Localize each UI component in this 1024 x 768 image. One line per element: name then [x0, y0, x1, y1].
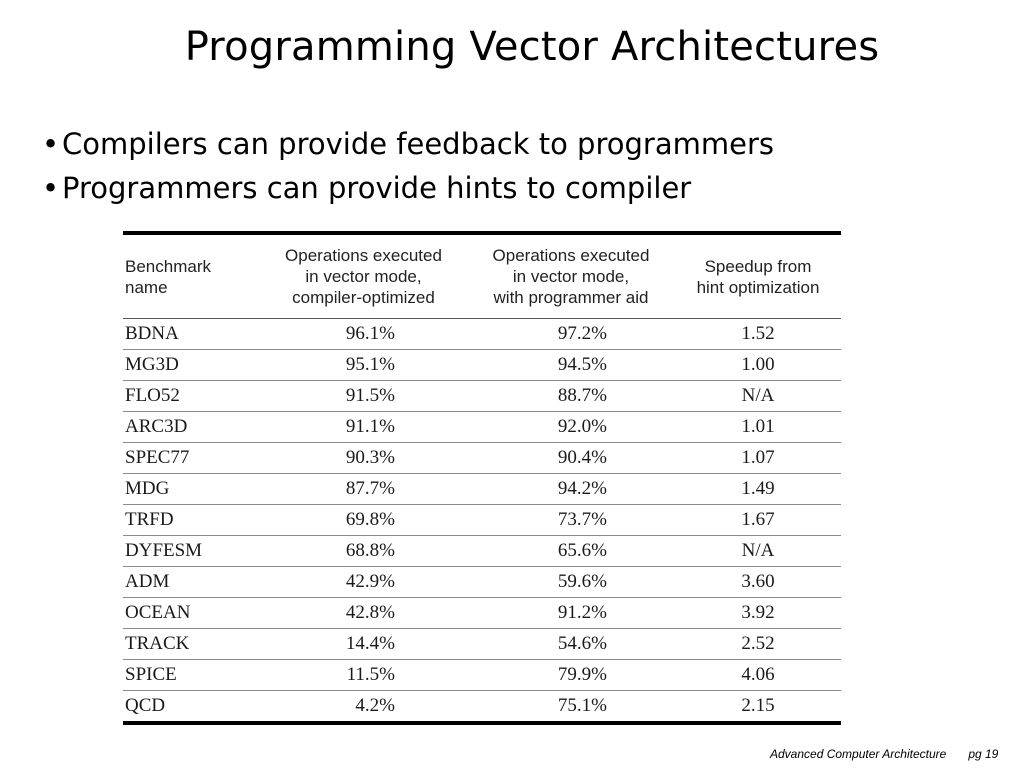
header-line: in vector mode, [512, 267, 630, 286]
header-line: in vector mode, [305, 267, 422, 286]
cell-benchmark-name: FLO52 [125, 385, 180, 406]
cell-benchmark-name: QCD [125, 695, 166, 716]
cell-compiler-optimized: 95.1% [345, 354, 395, 375]
bullet-dot-icon: • [42, 171, 60, 205]
table-row: BDNA 96.1% 97.2% 1.52 [123, 319, 841, 350]
bullet-list: •Compilers can provide feedback to progr… [42, 122, 774, 210]
cell-compiler-optimized: 42.9% [345, 571, 395, 592]
benchmark-table-container: Benchmark name Operations executed in ve… [123, 231, 841, 725]
benchmark-table: Benchmark name Operations executed in ve… [123, 231, 841, 725]
table-row: FLO52 91.5% 88.7% N/A [123, 381, 841, 412]
cell-compiler-optimized: 91.1% [345, 416, 395, 437]
cell-speedup: 1.67 [741, 509, 775, 530]
table-row: SPICE 11.5% 79.9% 4.06 [123, 660, 841, 691]
slide-footer: Advanced Computer Architecture pg 19 [770, 747, 998, 761]
cell-benchmark-name: ARC3D [125, 416, 188, 437]
cell-speedup: N/A [741, 540, 775, 561]
cell-benchmark-name: SPICE [125, 664, 177, 685]
cell-programmer-aid: 73.7% [557, 509, 607, 530]
header-line: Operations executed [285, 246, 442, 265]
cell-speedup: 1.00 [741, 354, 775, 375]
header-benchmark-name: Benchmark name [123, 233, 260, 319]
cell-speedup: 2.52 [741, 633, 775, 654]
cell-compiler-optimized: 87.7% [345, 478, 395, 499]
table-row: SPEC77 90.3% 90.4% 1.07 [123, 443, 841, 474]
cell-speedup: 3.60 [741, 571, 775, 592]
cell-compiler-optimized: 14.4% [345, 633, 395, 654]
table-row: TRACK 14.4% 54.6% 2.52 [123, 629, 841, 660]
header-row: Benchmark name Operations executed in ve… [123, 233, 841, 319]
cell-compiler-optimized: 91.5% [345, 385, 395, 406]
cell-speedup: 1.52 [741, 323, 775, 344]
header-speedup: Speedup from hint optimization [675, 233, 841, 319]
bullet-text: Compilers can provide feedback to progra… [62, 127, 774, 161]
footer-course: Advanced Computer Architecture [770, 747, 947, 761]
cell-speedup: 1.49 [741, 478, 775, 499]
cell-speedup: 2.15 [741, 695, 775, 716]
cell-programmer-aid: 65.6% [557, 540, 607, 561]
cell-programmer-aid: 75.1% [557, 695, 607, 716]
cell-speedup: N/A [741, 385, 775, 406]
table-row: TRFD 69.8% 73.7% 1.67 [123, 505, 841, 536]
cell-programmer-aid: 97.2% [557, 323, 607, 344]
header-programmer-aid: Operations executed in vector mode, with… [467, 233, 675, 319]
cell-compiler-optimized: 11.5% [346, 664, 395, 685]
cell-programmer-aid: 59.6% [557, 571, 607, 592]
bullet-item: •Programmers can provide hints to compil… [42, 166, 774, 210]
cell-programmer-aid: 79.9% [557, 664, 607, 685]
cell-speedup: 1.07 [741, 447, 775, 468]
cell-programmer-aid: 88.7% [557, 385, 607, 406]
header-line: with programmer aid [493, 288, 649, 307]
table-body: BDNA 96.1% 97.2% 1.52 MG3D 95.1% 94.5% 1.00 FLO5… [123, 319, 841, 723]
cell-programmer-aid: 91.2% [557, 602, 607, 623]
cell-compiler-optimized: 4.2% [355, 695, 395, 716]
cell-benchmark-name: OCEAN [125, 602, 191, 623]
bullet-text: Programmers can provide hints to compile… [62, 171, 692, 205]
cell-compiler-optimized: 68.8% [345, 540, 395, 561]
cell-programmer-aid: 94.5% [557, 354, 607, 375]
cell-programmer-aid: 92.0% [557, 416, 607, 437]
cell-benchmark-name: MG3D [125, 354, 179, 375]
cell-programmer-aid: 90.4% [557, 447, 607, 468]
cell-benchmark-name: MDG [125, 478, 170, 499]
cell-compiler-optimized: 69.8% [345, 509, 395, 530]
cell-compiler-optimized: 42.8% [345, 602, 395, 623]
table-header: Benchmark name Operations executed in ve… [123, 233, 841, 319]
table-row: MDG 87.7% 94.2% 1.49 [123, 474, 841, 505]
cell-benchmark-name: BDNA [125, 323, 179, 344]
header-line: Operations executed [492, 246, 650, 265]
header-line: compiler-optimized [292, 288, 435, 307]
cell-speedup: 3.92 [741, 602, 775, 623]
cell-speedup: 1.01 [741, 416, 775, 437]
header-line: hint optimization [696, 277, 820, 297]
cell-programmer-aid: 94.2% [557, 478, 607, 499]
header-line: Speedup from [704, 256, 812, 276]
cell-speedup: 4.06 [741, 664, 775, 685]
table-row: ARC3D 91.1% 92.0% 1.01 [123, 412, 841, 443]
footer-page-number: pg 19 [968, 747, 999, 761]
table-row: QCD 4.2% 75.1% 2.15 [123, 691, 841, 723]
table-row: MG3D 95.1% 94.5% 1.00 [123, 350, 841, 381]
cell-benchmark-name: ADM [125, 571, 170, 592]
cell-benchmark-name: TRACK [125, 633, 190, 654]
cell-programmer-aid: 54.6% [557, 633, 607, 654]
bullet-dot-icon: • [42, 127, 60, 161]
table-row: ADM 42.9% 59.6% 3.60 [123, 567, 841, 598]
header-line: name [125, 277, 168, 297]
header-compiler-optimized: Operations executed in vector mode, comp… [260, 233, 467, 319]
cell-compiler-optimized: 96.1% [345, 323, 395, 344]
bullet-item: •Compilers can provide feedback to progr… [42, 122, 774, 166]
cell-benchmark-name: TRFD [125, 509, 174, 530]
cell-benchmark-name: SPEC77 [125, 447, 190, 468]
table-row: OCEAN 42.8% 91.2% 3.92 [123, 598, 841, 629]
cell-compiler-optimized: 90.3% [345, 447, 395, 468]
table-row: DYFESM 68.8% 65.6% N/A [123, 536, 841, 567]
slide-title: Programming Vector Architectures [184, 24, 880, 70]
cell-benchmark-name: DYFESM [125, 540, 203, 561]
header-line: Benchmark [125, 256, 211, 276]
